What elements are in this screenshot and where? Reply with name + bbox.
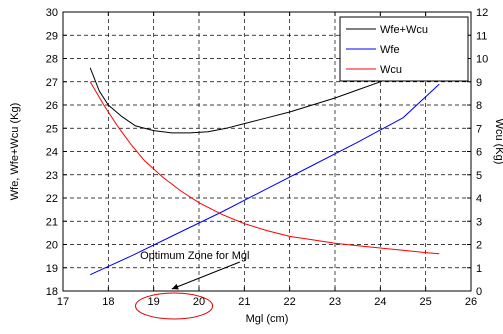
- annotation-arrowhead: [171, 283, 179, 290]
- x-tick-label: 26: [465, 296, 477, 308]
- y-left-tick-label: 20: [46, 240, 58, 252]
- y-left-tick-label: 24: [46, 147, 58, 159]
- optimum-zone-ellipse: [135, 292, 214, 320]
- y-right-tick-label: 8: [476, 100, 482, 112]
- y-right-tick-label: 6: [476, 147, 482, 159]
- annotation-arrow-line: [171, 261, 240, 290]
- y-left-tick-label: 23: [46, 170, 58, 182]
- series-line-wcu: [89, 81, 440, 255]
- ticks: 17 18 19 20 21 22 23 24 25 2618192021222324252627…: [46, 7, 489, 308]
- y-right-tick-label: 5: [476, 170, 482, 182]
- series-layer: [89, 67, 440, 276]
- y-left-tick-label: 22: [46, 193, 58, 205]
- y-right-tick-label: 7: [476, 123, 482, 135]
- y-axis-left-label: Wfe, Wfe+Wcu (Kg): [9, 103, 21, 201]
- y-left-tick-label: 18: [46, 286, 58, 298]
- x-tick-label: 17: [57, 296, 69, 308]
- y-right-tick-label: 12: [476, 7, 488, 19]
- x-tick-label: 23: [329, 296, 341, 308]
- annotation-text: Optimum Zone for Mgl: [140, 250, 249, 262]
- x-tick-label: 18: [102, 296, 114, 308]
- y-right-tick-label: 10: [476, 54, 488, 66]
- legend: Wfe+Wcu Wfe Wcu: [339, 16, 469, 82]
- y-axis-right-label: Wcu (Kg): [493, 119, 503, 165]
- y-left-tick-label: 29: [46, 30, 58, 42]
- y-right-tick-label: 3: [476, 216, 482, 228]
- y-left-tick-label: 25: [46, 123, 58, 135]
- y-left-tick-label: 21: [46, 216, 58, 228]
- y-right-tick-label: 11: [476, 30, 487, 42]
- y-right-tick-label: 9: [476, 77, 482, 89]
- annotation: Optimum Zone for Mgl: [135, 250, 249, 320]
- legend-label: Wfe: [380, 44, 400, 56]
- y-right-tick-label: 2: [476, 240, 482, 252]
- y-left-tick-label: 30: [46, 7, 58, 19]
- x-axis-label: Mgl (cm): [246, 313, 289, 325]
- x-tick-label: 21: [238, 296, 250, 308]
- y-left-tick-label: 19: [46, 263, 58, 275]
- x-tick-label: 24: [374, 296, 386, 308]
- y-right-tick-label: 1: [476, 263, 482, 275]
- y-left-tick-label: 27: [46, 77, 58, 89]
- series-line-wfe: [89, 83, 440, 276]
- series-line-wfe-wcu: [89, 67, 381, 134]
- y-left-tick-label: 28: [46, 54, 58, 66]
- y-right-tick-label: 0: [476, 286, 482, 298]
- legend-label: Wfe+Wcu: [380, 24, 428, 36]
- y-left-tick-label: 26: [46, 100, 58, 112]
- legend-label: Wcu: [380, 64, 402, 76]
- x-tick-label: 25: [420, 296, 432, 308]
- x-tick-label: 20: [193, 296, 205, 308]
- y-right-tick-label: 4: [476, 193, 482, 205]
- x-tick-label: 19: [148, 296, 160, 308]
- x-tick-label: 22: [284, 296, 296, 308]
